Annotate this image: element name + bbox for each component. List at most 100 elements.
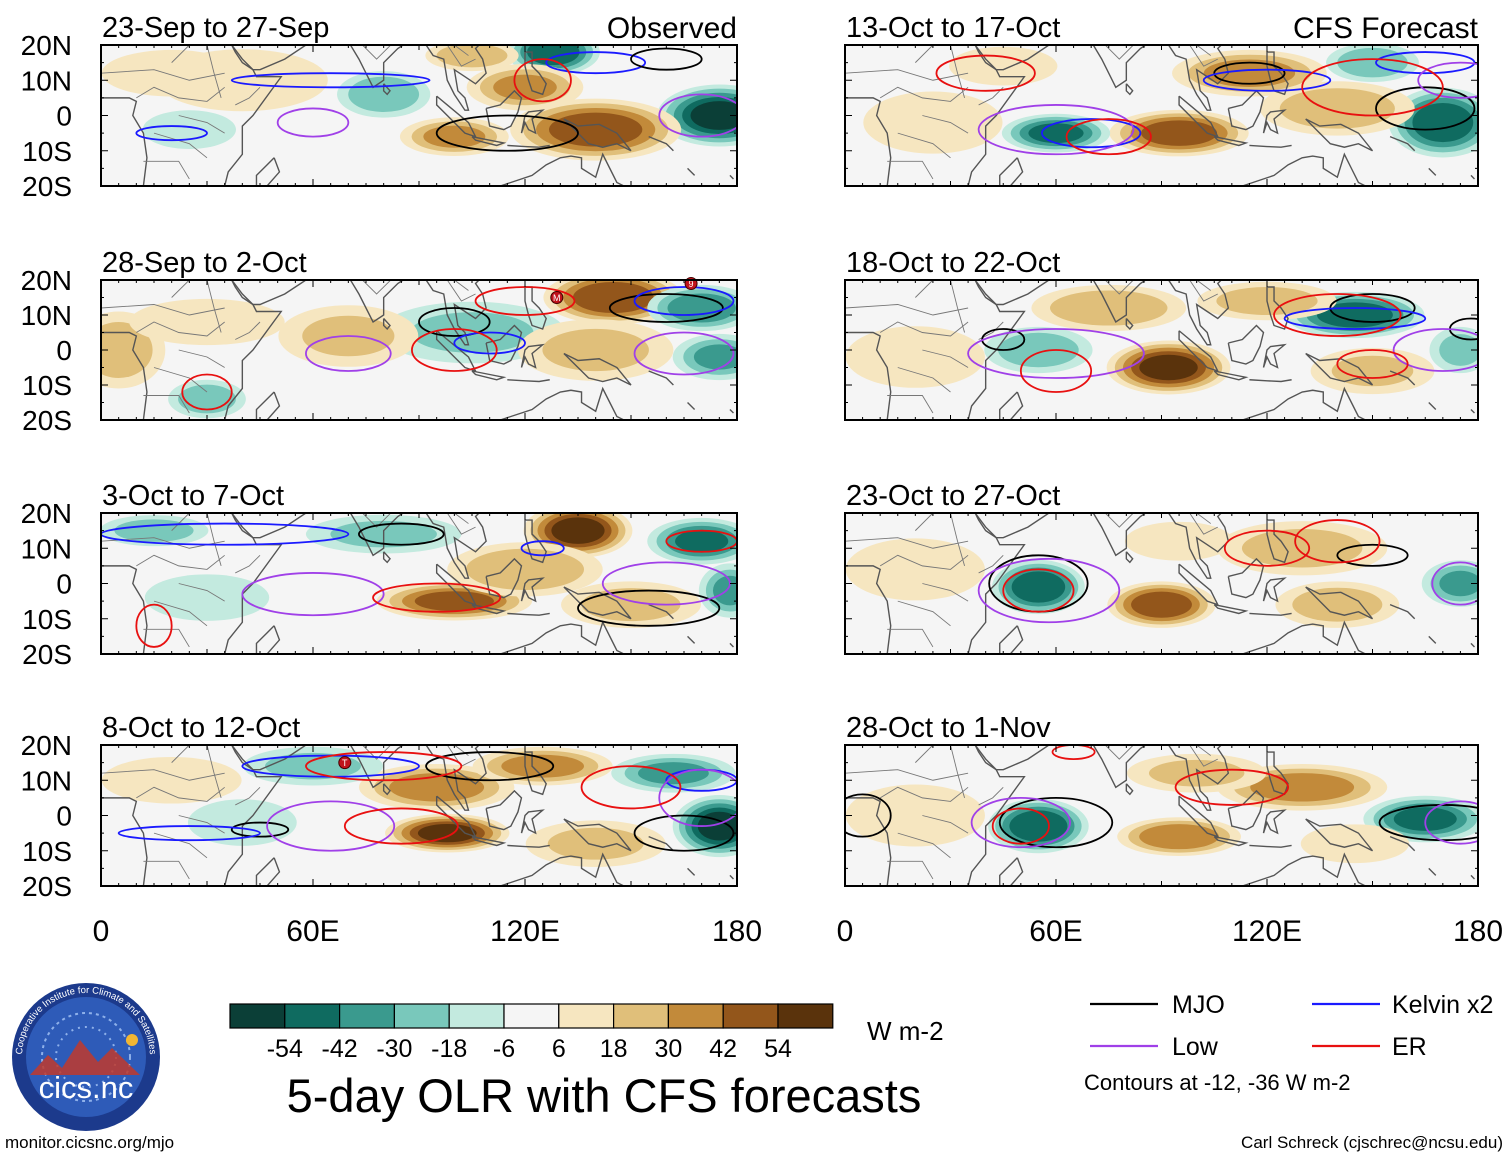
coastline <box>525 727 530 738</box>
coastline <box>729 409 734 414</box>
coastline <box>1249 844 1292 848</box>
country-border <box>362 280 392 295</box>
contour-low <box>1431 561 1478 606</box>
olr-anomaly-blob <box>1439 334 1478 366</box>
coastline <box>483 263 525 277</box>
country-border <box>950 280 965 333</box>
coastline <box>1267 495 1272 506</box>
coastline <box>101 745 283 886</box>
coastline <box>485 789 523 831</box>
coastline <box>1225 727 1267 741</box>
coastline <box>974 45 1050 71</box>
contour-kelvin-x2 <box>230 72 431 89</box>
country-border <box>143 628 190 648</box>
coastline <box>525 27 530 38</box>
latitude-label: 20S <box>22 171 72 202</box>
panel-ticks <box>844 44 1479 187</box>
map-panel-7: 23-Oct to 27-Oct <box>844 480 1479 655</box>
country-border <box>206 513 222 566</box>
longitude-label: 60E <box>1029 915 1082 948</box>
coastline <box>520 577 545 603</box>
country-border <box>206 745 222 798</box>
coastline <box>1262 577 1287 603</box>
contour-mjo <box>418 307 491 337</box>
olr-anomaly-blob <box>129 298 285 346</box>
country-border <box>362 745 392 760</box>
coastline <box>1167 280 1230 346</box>
coastline <box>334 280 405 324</box>
country-border <box>178 583 225 602</box>
coastlines <box>845 45 1475 186</box>
coastline <box>1125 783 1134 796</box>
contour-er <box>1002 568 1075 613</box>
country-border <box>206 45 222 98</box>
olr-anomaly-blob <box>1028 123 1084 143</box>
contour-low <box>1417 61 1478 99</box>
coastline <box>1227 89 1265 131</box>
contour-note: Contours at -12, -36 W m-2 <box>1084 1070 1351 1095</box>
country-border <box>1196 513 1212 524</box>
coastline <box>974 745 1050 771</box>
olr-anomaly-blob <box>410 312 534 353</box>
olr-anomaly-blob <box>1279 88 1395 129</box>
colorbar-label: -42 <box>322 1035 358 1063</box>
coastline <box>1125 318 1134 331</box>
olr-anomaly-blob <box>423 125 486 148</box>
footer-url[interactable]: monitor.cicsnc.org/mjo <box>5 1133 174 1152</box>
olr-anomaly-blob <box>547 827 644 860</box>
coastline <box>1178 795 1220 838</box>
coastline <box>1389 836 1416 852</box>
contour-mjo <box>1375 86 1476 131</box>
contour-er <box>1065 118 1152 156</box>
coastline <box>1428 635 1437 644</box>
colorbar-swatch <box>339 1003 396 1029</box>
longitude-label: 120E <box>1232 915 1302 948</box>
coastline <box>563 352 632 386</box>
coastline <box>483 27 525 41</box>
wave-contours <box>967 293 1478 393</box>
colorbar-swatch <box>229 1003 286 1029</box>
latitude-label: 10N <box>21 300 72 331</box>
panel-period-label: 13-Oct to 17-Oct <box>846 12 1060 44</box>
coastline <box>1470 642 1475 648</box>
olr-shading <box>101 45 737 161</box>
coastline <box>999 857 1024 886</box>
wave-contours <box>845 745 1478 849</box>
contour-er <box>1019 349 1093 393</box>
contour-mjo <box>1213 61 1286 85</box>
country-border <box>153 600 208 627</box>
olr-anomaly-blob <box>675 529 729 553</box>
olr-anomaly-blob <box>1124 521 1234 561</box>
contour-mjo <box>425 751 555 782</box>
coastlines <box>101 27 734 186</box>
latitude-label: 20N <box>21 498 72 529</box>
olr-anomaly-blob <box>142 110 236 149</box>
panel-period-label: 28-Sep to 2-Oct <box>102 247 307 279</box>
coastline <box>425 513 487 579</box>
coastline <box>1167 513 1230 579</box>
olr-anomaly-blob <box>101 756 242 804</box>
coastline <box>729 642 734 648</box>
coastline <box>1225 263 1267 277</box>
latitude-label: 10S <box>22 370 72 401</box>
coastline <box>382 551 391 564</box>
coastline <box>1178 95 1220 138</box>
latitude-label: 0 <box>56 101 72 132</box>
contour-low <box>977 557 1121 624</box>
contour-er <box>135 603 173 648</box>
coastline <box>1266 51 1289 96</box>
contour-er <box>1336 349 1409 379</box>
olr-anomaly-blob <box>845 326 985 388</box>
contour-er <box>1051 745 1096 760</box>
map-panel-8: 28-Oct to 1-Nov <box>844 712 1479 887</box>
coastlines <box>845 263 1475 420</box>
country-border <box>887 160 934 180</box>
coastline <box>525 495 530 506</box>
olr-anomaly-blob <box>1337 47 1408 78</box>
coastline <box>520 109 545 135</box>
coastline <box>507 144 550 148</box>
olr-anomaly-blob <box>465 548 585 591</box>
country-border <box>1104 513 1134 528</box>
contour-low <box>305 335 392 372</box>
coastline <box>1178 330 1220 373</box>
